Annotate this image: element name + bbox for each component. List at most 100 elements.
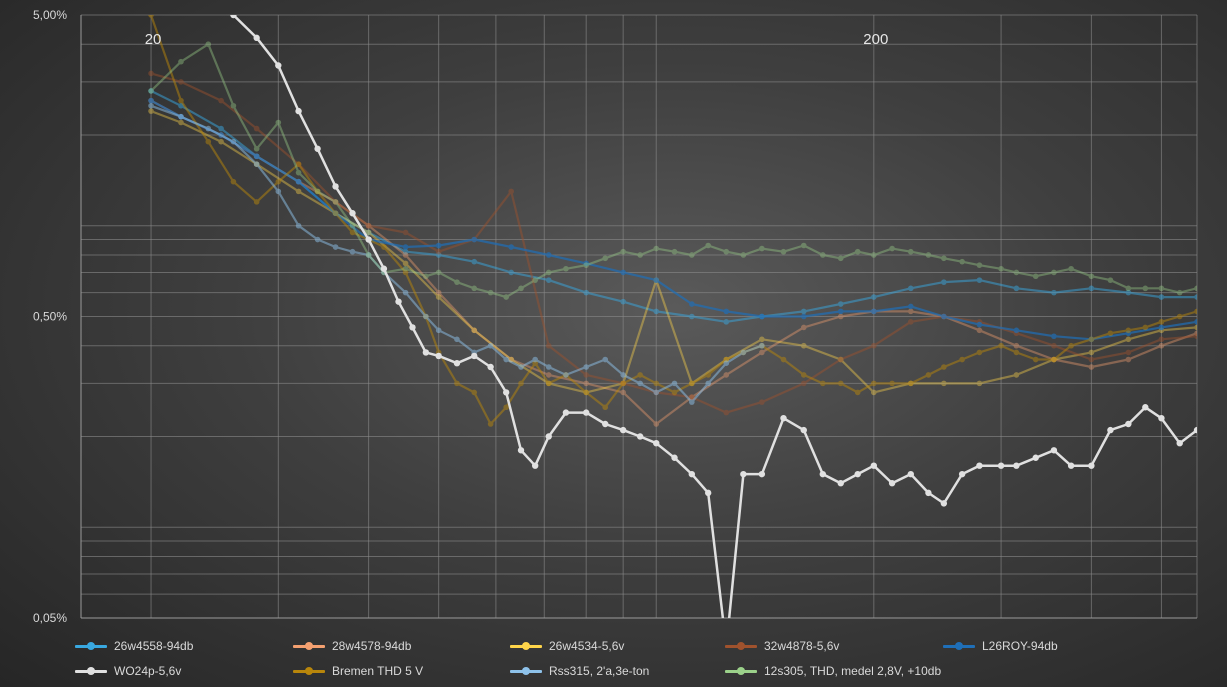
data-point [854,389,861,396]
data-point [295,178,302,185]
data-point [545,380,552,387]
data-point [314,236,321,243]
tick-labels: 5,00% 0,50% 0,05% 20 200 [33,8,888,625]
grid-lines [80,14,1198,619]
data-point [503,356,509,363]
data-point [602,356,609,363]
series-line [150,99,1197,341]
data-point [620,380,626,387]
data-point [602,420,609,428]
data-point [998,265,1004,272]
data-point [1125,356,1132,363]
data-point [941,364,947,370]
data-point [435,269,442,276]
data-point [837,255,844,262]
data-point [583,389,589,396]
data-point [1158,342,1165,349]
data-point [332,183,339,190]
data-point [332,199,339,205]
series-line [150,104,763,404]
data-point [1158,414,1165,422]
data-point [402,229,409,236]
legend-swatch [72,640,110,652]
data-point [178,58,184,65]
data-point [637,252,643,258]
data-point [148,15,154,18]
data-point [349,222,356,229]
data-point [1107,330,1114,337]
data-point [518,285,524,292]
legend-swatch [722,665,760,677]
data-point [1013,342,1020,349]
data-point [671,454,678,461]
data-point [619,426,627,434]
data-point [230,178,237,185]
data-point [800,342,807,349]
data-point [435,248,442,255]
data-point [332,244,339,250]
data-point [976,262,983,268]
legend-item: L26ROY-94db [940,639,1058,653]
data-point [871,308,877,315]
data-point [907,303,914,310]
data-point [423,313,429,320]
data-point [349,248,356,255]
data-point [888,479,896,487]
legend-item: 26w4534-5,6v [507,639,624,653]
data-point [1158,336,1165,343]
data-point [620,389,626,396]
data-point [758,470,766,478]
data-point [402,252,409,258]
data-point [545,277,552,283]
data-point [871,389,877,396]
data-point [531,462,539,469]
data-point [671,389,678,396]
data-point [759,342,765,349]
data-point [941,313,947,320]
data-point [907,248,914,255]
data-point [907,470,914,478]
data-point [230,102,237,109]
data-point [1051,342,1057,349]
data-point [295,169,302,176]
data-point [689,394,695,400]
data-point [409,324,416,331]
data-point [1088,356,1095,363]
legend-label: Bremen THD 5 V [332,664,424,678]
data-point [487,363,494,371]
data-point [819,470,826,478]
data-point [218,138,224,145]
data-point [487,289,494,296]
data-point [1088,273,1095,280]
data-point [1125,289,1132,296]
data-point [1194,333,1197,340]
data-point [780,414,787,422]
data-point [178,97,184,104]
data-point [653,380,660,387]
legend-swatch-marker [87,667,95,675]
data-point [508,188,515,195]
data-point [1194,324,1197,331]
data-point [1013,349,1020,356]
series-8 [148,41,1197,300]
data-point [545,364,552,370]
data-point [178,79,184,85]
data-point [940,500,948,507]
data-point [1125,327,1132,334]
data-point [402,289,409,296]
data-point [332,199,339,205]
data-point [819,380,826,387]
data-point [907,380,914,387]
data-point [689,399,695,405]
data-point [723,360,730,367]
data-point [941,279,947,285]
data-point [1013,372,1020,378]
data-point [471,352,478,360]
data-point [205,41,212,48]
legend-item: WO24p-5,6v [72,664,181,678]
data-point [402,269,409,276]
data-point [705,372,711,378]
data-point [959,258,965,265]
data-point [402,265,409,272]
